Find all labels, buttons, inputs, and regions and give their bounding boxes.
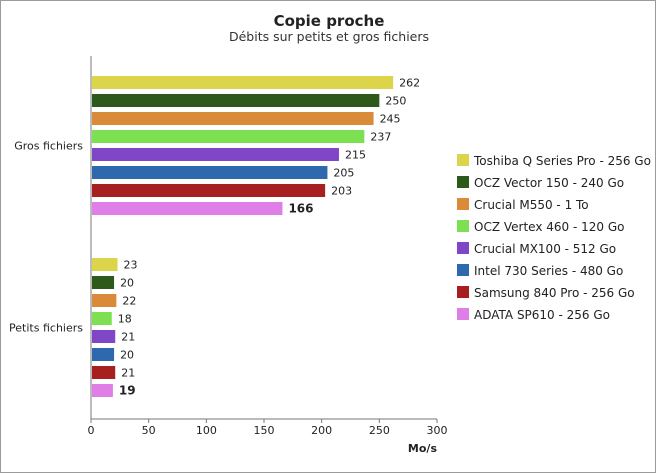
bar (92, 276, 115, 289)
legend-swatch (457, 198, 469, 210)
bar (92, 330, 116, 343)
legend-swatch (457, 176, 469, 188)
bar-value-label: 21 (121, 331, 135, 344)
bar-value-label: 262 (399, 77, 420, 90)
legend-swatch (457, 264, 469, 276)
x-tick-label: 0 (88, 424, 95, 437)
category-label: Gros fichiers (14, 140, 83, 153)
legend-swatch (457, 308, 469, 320)
legend: Toshiba Q Series Pro - 256 Go OCZ Vector … (457, 154, 651, 322)
bar (92, 166, 328, 179)
bar-value-label: 23 (124, 259, 138, 272)
legend-item-label: Toshiba Q Series Pro - 256 Go (473, 154, 651, 168)
bar-value-label: 19 (119, 384, 136, 398)
bar (92, 94, 380, 107)
x-axis-label: Mo/s (408, 442, 438, 455)
bar (92, 348, 115, 361)
bar-value-label: 18 (118, 313, 132, 326)
legend-item-label: Crucial M550 - 1 To (474, 198, 589, 212)
category-label: Petits fichiers (9, 322, 83, 335)
legend-swatch (457, 220, 469, 232)
legend-item-label: Crucial MX100 - 512 Go (474, 242, 616, 256)
bar-value-label: 22 (122, 295, 136, 308)
bar-value-label: 166 (288, 202, 313, 216)
legend-item-label: OCZ Vector 150 - 240 Go (474, 176, 624, 190)
bar (92, 130, 365, 143)
bar-value-label: 250 (385, 95, 406, 108)
bar (92, 112, 374, 125)
x-tick-label: 200 (311, 424, 332, 437)
x-tick-label: 50 (142, 424, 156, 437)
legend-item-label: OCZ Vertex 460 - 120 Go (474, 220, 624, 234)
x-tick-label: 150 (254, 424, 275, 437)
x-tick-label: 300 (427, 424, 448, 437)
bar-value-label: 203 (331, 185, 352, 198)
x-tick-label: 100 (196, 424, 217, 437)
bar (92, 312, 112, 325)
bar-value-label: 245 (380, 113, 401, 126)
bar (92, 258, 118, 271)
chart-title: Copie proche (274, 12, 385, 30)
legend-swatch (457, 286, 469, 298)
bar-value-label: 21 (121, 367, 135, 380)
bar (92, 148, 339, 161)
bar-value-label: 237 (370, 131, 391, 144)
chart-subtitle: Débits sur petits et gros fichiers (229, 29, 429, 44)
bar-value-label: 215 (345, 149, 366, 162)
bar-value-label: 20 (120, 349, 134, 362)
bar-value-label: 205 (333, 167, 354, 180)
bar (92, 294, 117, 307)
legend-item-label: Samsung 840 Pro - 256 Go (474, 286, 635, 300)
bar (92, 366, 116, 379)
legend-item-label: Intel 730 Series - 480 Go (474, 264, 623, 278)
bar (92, 202, 283, 215)
bar (92, 76, 394, 89)
bar (92, 384, 113, 397)
plot-area: 0 50 100 150 200 250 300 Gros fichiers 262 250 245… (9, 56, 448, 437)
x-tick-label: 250 (369, 424, 390, 437)
legend-swatch (457, 154, 469, 166)
legend-item-label: ADATA SP610 - 256 Go (474, 308, 610, 322)
bar-value-label: 20 (120, 277, 134, 290)
bar (92, 184, 326, 197)
legend-swatch (457, 242, 469, 254)
